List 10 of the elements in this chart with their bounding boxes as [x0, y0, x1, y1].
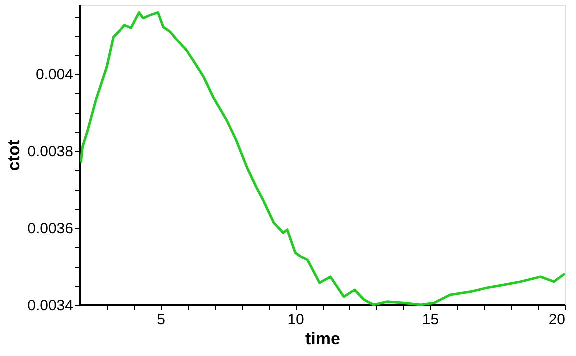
- y-tick-label: 0.004: [36, 66, 74, 84]
- x-tick-label: 5: [157, 312, 166, 328]
- y-tick-label: 0.0036: [28, 220, 74, 238]
- x-tick-label: 20: [548, 312, 566, 328]
- x-axis-title: time: [306, 330, 340, 348]
- y-tick-label: 0.0038: [28, 144, 74, 161]
- y-tick-label: 0.0034: [28, 298, 74, 314]
- x-tick-label: 15: [422, 312, 440, 328]
- x-tick-label: 10: [288, 312, 304, 328]
- y-axis-title: ctot: [4, 140, 24, 172]
